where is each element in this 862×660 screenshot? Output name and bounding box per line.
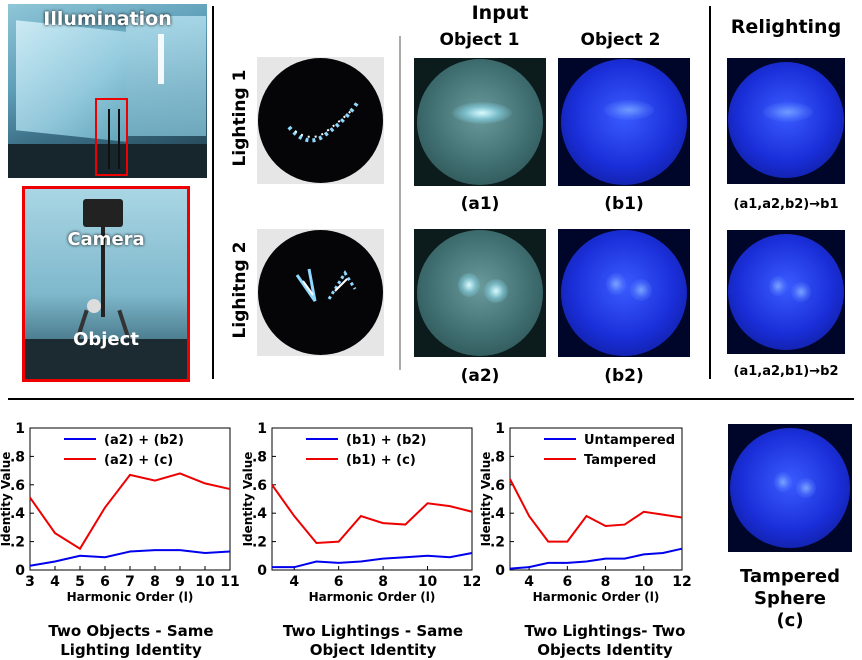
- light-probe-2: [257, 229, 384, 356]
- camera-label: Camera: [67, 229, 145, 250]
- x-tick-label: 4: [50, 574, 60, 590]
- relighting-caption-2: (a1,a2,b1)→b2: [733, 364, 839, 379]
- y-tick-label: .6: [252, 478, 267, 494]
- series-line-2: [29, 472, 231, 551]
- series-line-2: [271, 484, 473, 545]
- x-tick-label: 10: [634, 574, 654, 590]
- divider-left: [212, 6, 214, 379]
- sphere-b1: [558, 58, 690, 186]
- legend-label-1: Untampered: [584, 433, 675, 448]
- legend-label-2: (b1) + (c): [346, 453, 416, 468]
- series-line-2: [509, 478, 683, 543]
- tampered-sphere: [728, 424, 852, 552]
- y-tick-label: 0: [495, 563, 505, 579]
- x-tick-label: 7: [125, 574, 135, 590]
- y-tick-label: 1: [257, 421, 267, 437]
- y-tick-label: 0: [257, 563, 267, 579]
- x-tick-label: 10: [418, 574, 438, 590]
- column-header-object-1: Object 1: [439, 30, 520, 50]
- relighting-caption-1: (a1,a2,b2)→b1: [733, 197, 839, 212]
- relit-sphere-b2: [727, 230, 845, 354]
- y-axis-label: Identity Value: [241, 452, 255, 547]
- legend-label-2: (a2) + (c): [104, 453, 173, 468]
- y-tick-label: .2: [490, 535, 505, 551]
- x-tick-label: 6: [334, 574, 344, 590]
- caption-b2: (b2): [604, 366, 644, 386]
- y-tick-label: .2: [10, 535, 25, 551]
- x-tick-label: 12: [462, 574, 480, 590]
- caption-a2: (a2): [460, 366, 500, 386]
- y-tick-label: .8: [490, 449, 505, 465]
- tampered-line-3: (c): [776, 610, 804, 631]
- sphere-a2: [414, 229, 546, 357]
- illumination-highlight-box: [95, 98, 128, 176]
- y-axis-label: Identity Value: [0, 452, 13, 547]
- series-line-1: [272, 551, 473, 569]
- x-tick-label: 10: [195, 574, 215, 590]
- row-label-lighting-1: Lighting 1: [230, 69, 250, 167]
- chart-two-lightings-same-object: 0 .2 .4 .6 .8 1 4 6 8 10 12 Harmonic Order (l) Ident…: [241, 421, 480, 604]
- y-tick-label: .8: [252, 449, 267, 465]
- chart-two-objects: 0 .2 .4 .6 .8 1 3 4 5 6 7 8 9 10 11 Harmonic Order (l) I…: [0, 421, 240, 604]
- relit-sphere-b1: [727, 58, 845, 184]
- legend-label-1: (a2) + (b2): [104, 433, 184, 448]
- chart-title-2: Two Lightings - Same Object Identity: [282, 622, 464, 659]
- relighting-title: Relighting: [730, 16, 842, 38]
- y-axis-label: Identity Value: [480, 452, 493, 547]
- x-tick-label: 6: [100, 574, 110, 590]
- x-tick-label: 8: [601, 574, 611, 590]
- chart-two-lightings-two-objects: 0 .2 .4 .6 .8 1 4 6 8 10 12 Harmonic Order (l) Ident…: [480, 421, 692, 604]
- x-tick-label: 8: [150, 574, 160, 590]
- axes-frame: [509, 427, 683, 571]
- axes-frame: [29, 427, 231, 571]
- x-tick-label: 5: [75, 574, 85, 590]
- chart-title-3: Two Lightings- Two Objects Identity: [524, 622, 686, 659]
- y-tick-label: 1: [15, 421, 25, 437]
- x-tick-label: 4: [524, 574, 534, 590]
- x-axis-label: Harmonic Order (l): [533, 590, 660, 604]
- x-tick-label: 11: [220, 574, 239, 590]
- input-title: Input: [471, 2, 529, 24]
- series-line-1: [29, 549, 231, 567]
- y-tick-label: .4: [10, 506, 25, 522]
- illumination-title: Illumination: [43, 8, 172, 30]
- y-tick-label: .2: [252, 535, 267, 551]
- divider-input: [399, 36, 401, 370]
- y-tick-label: 0: [15, 563, 25, 579]
- y-tick-label: .6: [10, 478, 25, 494]
- sphere-a1: [414, 58, 546, 186]
- tampered-line-2: Sphere: [754, 588, 826, 609]
- divider-horizontal: [8, 398, 854, 400]
- y-tick-label: .8: [10, 449, 25, 465]
- x-tick-label: 3: [25, 574, 35, 590]
- legend-label-1: (b1) + (b2): [346, 433, 426, 448]
- chart-title-1: Two Objects - Same Lighting Identity: [48, 622, 214, 659]
- y-tick-label: .6: [490, 478, 505, 494]
- x-tick-label: 12: [672, 574, 691, 590]
- series-line-1: [509, 547, 683, 570]
- caption-a1: (a1): [460, 194, 500, 214]
- y-tick-label: .4: [252, 506, 267, 522]
- y-tick-label: 1: [495, 421, 505, 437]
- axes-frame: [271, 427, 473, 571]
- column-header-object-2: Object 2: [580, 30, 661, 50]
- illumination-photo: Illumination: [8, 4, 207, 178]
- divider-right: [709, 6, 711, 379]
- x-axis-label: Harmonic Order (l): [67, 590, 194, 604]
- setup-photo: Camera Object: [22, 186, 190, 382]
- x-tick-label: 4: [289, 574, 299, 590]
- row-label-lighting-2: Lighitng 2: [230, 241, 250, 339]
- light-probe-1: [257, 57, 384, 184]
- x-tick-label: 9: [175, 574, 185, 590]
- legend-label-2: Tampered: [584, 453, 656, 468]
- sphere-b2: [558, 229, 690, 357]
- tampered-line-1: Tampered: [740, 566, 840, 587]
- x-tick-label: 6: [562, 574, 572, 590]
- x-tick-label: 8: [378, 574, 388, 590]
- caption-b1: (b1): [604, 194, 644, 214]
- object-label: Object: [73, 329, 139, 350]
- x-axis-label: Harmonic Order (l): [309, 590, 436, 604]
- y-tick-label: .4: [490, 506, 505, 522]
